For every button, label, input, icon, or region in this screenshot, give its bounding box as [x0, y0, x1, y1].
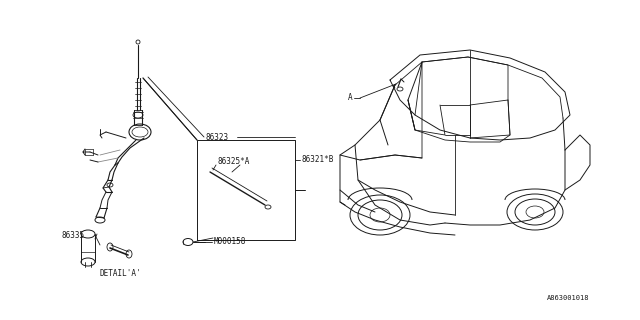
Text: 86335: 86335 — [62, 230, 85, 239]
Text: A863001018: A863001018 — [547, 295, 589, 301]
Text: DETAIL'A': DETAIL'A' — [100, 268, 141, 277]
Text: 86325*A: 86325*A — [218, 157, 250, 166]
Text: A: A — [348, 93, 353, 102]
Text: M000158: M000158 — [214, 237, 246, 246]
Text: 86323: 86323 — [206, 132, 229, 141]
Text: 86321*B: 86321*B — [302, 156, 334, 164]
